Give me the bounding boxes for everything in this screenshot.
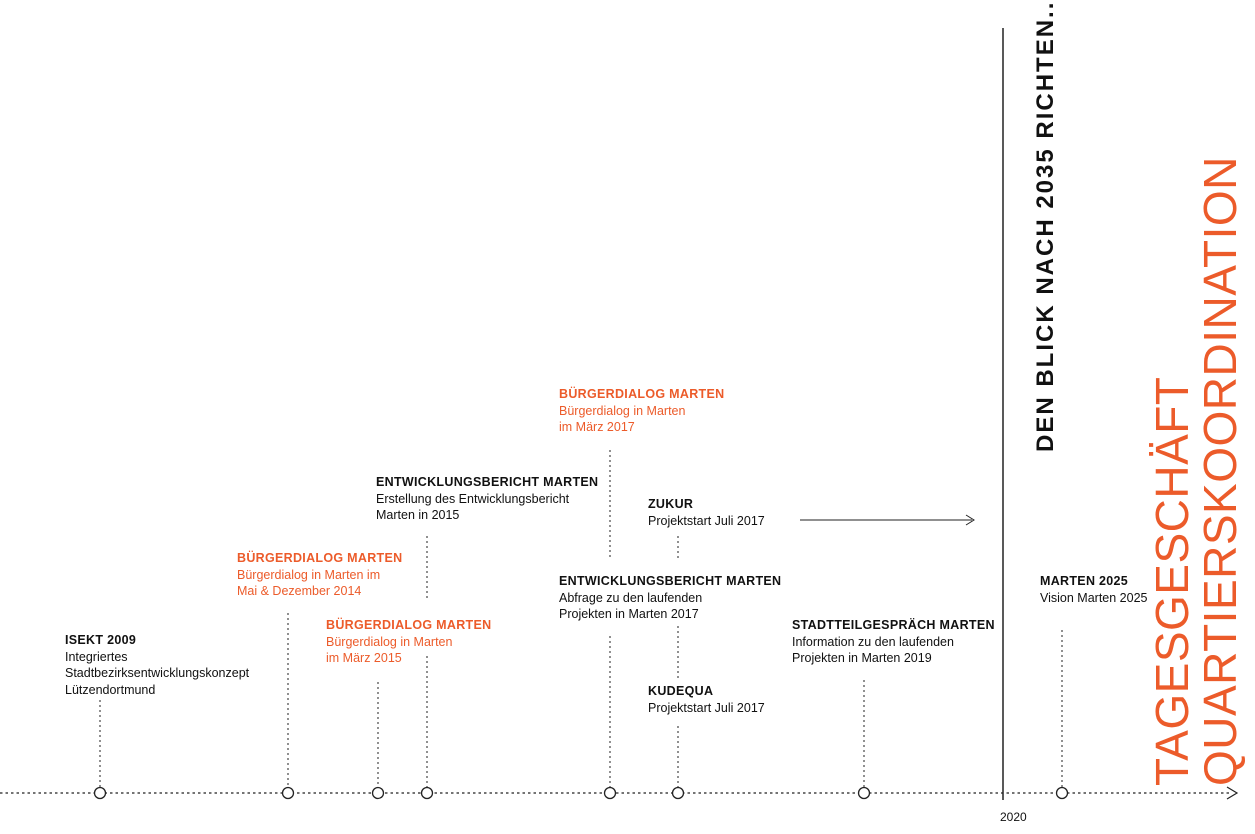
event-line: im März 2015: [326, 651, 402, 665]
event-line: Information zu den laufenden: [792, 634, 954, 649]
event-title: ENTWICKLUNGSBERICHT MARTEN: [559, 574, 782, 588]
event-line: Mai & Dezember 2014: [237, 584, 362, 598]
marker-stadtteil: [857, 786, 871, 800]
side-heading-line2: QUARTIERSKOORDINATION: [1194, 156, 1246, 786]
event-zukur: ZUKUR Projektstart Juli 2017: [648, 496, 765, 529]
event-bd2014: BÜRGERDIALOG MARTEN Bürgerdialog in Mart…: [237, 550, 402, 600]
event-marten2025: MARTEN 2025 Vision Marten 2025: [1040, 573, 1147, 606]
timeline-arrowhead: [1226, 786, 1239, 800]
marker-bd2014: [281, 786, 295, 800]
event-line: Integriertes: [65, 649, 128, 664]
event-line: Marten in 2015: [376, 508, 460, 522]
event-bd2017: BÜRGERDIALOG MARTEN Bürgerdialog in Mart…: [559, 386, 724, 436]
event-title: BÜRGERDIALOG MARTEN: [237, 551, 403, 565]
event-line: Projektstart Juli 2017: [648, 700, 765, 715]
event-isekt: ISEKT 2009 Integriertes Stadtbezirksentw…: [65, 632, 249, 698]
vision-heading: DEN BLICK NACH 2035 RICHTEN...: [1032, 0, 1059, 452]
event-title: BÜRGERDIALOG MARTEN: [559, 387, 725, 401]
event-line: Stadtbezirksentwicklungskonzept: [65, 666, 250, 680]
event-eb2015: ENTWICKLUNGSBERICHT MARTEN Erstellung de…: [376, 474, 598, 524]
event-title: ISEKT 2009: [65, 633, 137, 647]
event-bd2015: BÜRGERDIALOG MARTEN Bürgerdialog in Mart…: [326, 617, 491, 667]
event-title: STADTTEILGESPRÄCH MARTEN: [792, 618, 995, 632]
event-line: Erstellung des Entwicklungsbericht: [376, 491, 570, 506]
side-heading: TAGESGESCHÄFT QUARTIERSKOORDINATION: [1146, 156, 1246, 786]
event-line: Projektstart Juli 2017: [648, 513, 765, 528]
event-title: KUDEQUA: [648, 684, 714, 698]
event-line: Lützendortmund: [65, 682, 156, 697]
event-eb2017: ENTWICKLUNGSBERICHT MARTEN Abfrage zu de…: [559, 573, 781, 623]
marker-eb2015: [420, 786, 434, 800]
marker-marten2025: [1055, 786, 1069, 800]
event-line: Vision Marten 2025: [1040, 590, 1148, 605]
event-line: Projekten in Marten 2019: [792, 651, 932, 665]
event-title: ENTWICKLUNGSBERICHT MARTEN: [376, 475, 599, 489]
marker-isekt: [93, 786, 107, 800]
marker-eb2017: [603, 786, 617, 800]
zukur-arrowhead: [965, 514, 975, 526]
year-label: 2020: [1000, 810, 1027, 824]
marker-bd2015: [371, 786, 385, 800]
event-line: Abfrage zu den laufenden: [559, 590, 703, 605]
event-kudequa: KUDEQUA Projektstart Juli 2017: [648, 683, 765, 716]
event-title: MARTEN 2025: [1040, 574, 1129, 588]
event-line: Bürgerdialog in Marten: [559, 403, 686, 418]
event-title: ZUKUR: [648, 497, 694, 511]
event-stadtteil: STADTTEILGESPRÄCH MARTEN Information zu …: [792, 617, 995, 667]
event-title: BÜRGERDIALOG MARTEN: [326, 618, 492, 632]
event-line: Projekten in Marten 2017: [559, 607, 699, 621]
marker-zukur-kudequa: [671, 786, 685, 800]
event-line: im März 2017: [559, 420, 635, 434]
side-heading-line1: TAGESGESCHÄFT: [1146, 376, 1198, 786]
event-line: Bürgerdialog in Marten: [326, 634, 453, 649]
event-line: Bürgerdialog in Marten im: [237, 567, 381, 582]
